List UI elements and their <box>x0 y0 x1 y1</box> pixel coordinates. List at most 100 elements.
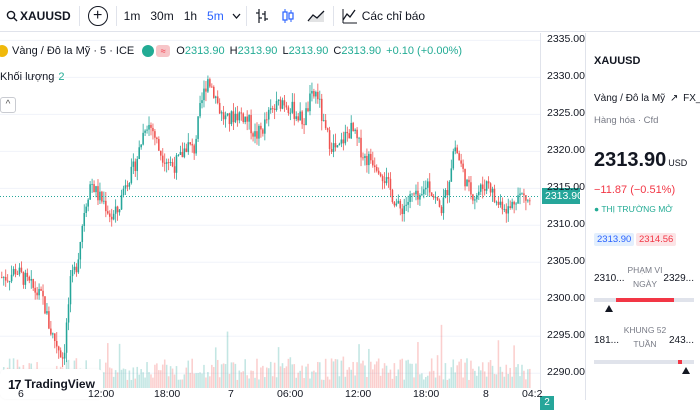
volume-bar <box>148 372 150 388</box>
candle <box>156 137 158 140</box>
volume-bar <box>154 364 156 388</box>
panel-exchange[interactable]: FX_IDC <box>683 93 700 104</box>
volume-bar <box>346 369 349 388</box>
volume-bar <box>156 363 158 388</box>
tradingview-watermark[interactable]: 17 TradingView <box>0 369 103 399</box>
candle <box>187 142 190 152</box>
candle <box>112 213 115 220</box>
volume-bar <box>513 345 515 388</box>
candle <box>238 112 241 121</box>
volume-bar <box>267 368 270 388</box>
candle <box>360 137 362 158</box>
candle <box>22 271 25 285</box>
chart-pane[interactable]: Vàng / Đô la Mỹ · 5 · ICE ≈ O2313.90 H23… <box>0 33 584 400</box>
ask-price[interactable]: 2314.56 <box>636 233 677 246</box>
volume-bar <box>195 373 197 388</box>
volume-bar <box>262 365 264 388</box>
price-chart[interactable] <box>0 33 540 388</box>
volume-bar <box>177 379 180 388</box>
volume-bar <box>413 377 415 388</box>
candle <box>205 88 207 92</box>
external-link-icon[interactable]: ↗ <box>669 93 679 104</box>
time-tick: 12:00 <box>345 388 372 400</box>
candle <box>425 187 427 190</box>
candle-style-button[interactable] <box>275 0 301 32</box>
symbol-search[interactable]: XAUUSD <box>0 0 77 32</box>
price-scale[interactable]: 2313.90 2335.00 2330.00 2325.00 2320.00 2315… <box>540 33 585 400</box>
compare-button[interactable] <box>301 0 331 32</box>
candle <box>266 119 268 121</box>
candle <box>142 132 144 145</box>
volume-bar <box>472 368 474 388</box>
volume-bar <box>438 375 441 388</box>
candle <box>311 91 313 94</box>
collapse-legend-button[interactable]: ^ <box>0 97 16 113</box>
volume-bar <box>515 367 517 388</box>
candle <box>20 267 23 272</box>
candle <box>67 304 70 323</box>
time-axis[interactable]: 6 12:00 18:00 7 06:00 12:00 18:00 8 04:2 <box>0 388 542 400</box>
timeframe-30m[interactable]: 30m <box>150 8 174 23</box>
candle <box>352 122 354 132</box>
volume-bar <box>185 367 188 388</box>
volume-bar <box>307 363 309 388</box>
volume-bar <box>297 372 299 388</box>
candle <box>97 186 99 201</box>
timeframe-1h[interactable]: 1h <box>183 8 198 23</box>
candle <box>277 99 280 101</box>
candle <box>454 147 457 152</box>
volume-bar <box>181 379 184 388</box>
candle <box>297 116 299 121</box>
volume-bar <box>269 361 272 388</box>
candle <box>169 162 172 163</box>
volume-bar <box>132 367 135 388</box>
add-symbol-button[interactable]: + <box>82 0 114 32</box>
candle <box>242 113 245 123</box>
candle <box>503 208 506 210</box>
bid-price[interactable]: 2313.90 <box>594 233 635 246</box>
volume-bar <box>499 366 502 388</box>
candle <box>150 124 152 128</box>
candle <box>211 86 213 88</box>
candle <box>222 112 225 120</box>
candle <box>485 181 488 191</box>
candle <box>136 158 139 172</box>
candle <box>144 130 146 133</box>
volume-bar <box>205 377 207 388</box>
candle <box>491 188 494 193</box>
candle <box>464 168 466 187</box>
candle <box>61 357 64 359</box>
chevron-up-icon: ^ <box>5 99 11 110</box>
timeframe-1m[interactable]: 1m <box>123 8 141 23</box>
volume-bar <box>354 375 356 388</box>
indicators-button[interactable]: Các chỉ báo <box>336 0 431 32</box>
panel-symbol[interactable]: XAUUSD <box>594 55 641 67</box>
candle <box>501 201 504 210</box>
volume-bar <box>344 376 347 388</box>
timeframe-dropdown[interactable] <box>229 0 244 32</box>
volume-bar <box>485 376 488 388</box>
volume-bar <box>470 360 472 388</box>
volume-bar <box>336 359 339 388</box>
candle <box>10 274 13 282</box>
candle <box>442 197 445 214</box>
candle <box>105 200 107 212</box>
volume-bar <box>114 370 117 388</box>
candle <box>391 189 394 203</box>
volume-bar <box>320 379 323 388</box>
volume-bar <box>234 363 237 388</box>
candle <box>295 116 298 119</box>
volume-bar <box>160 370 162 388</box>
candle <box>444 190 447 198</box>
volume-bar <box>440 324 443 388</box>
candle <box>509 206 511 208</box>
volume-bar <box>425 377 427 388</box>
bar-style-button[interactable] <box>249 0 275 32</box>
volume-bar <box>236 379 239 388</box>
candle <box>79 241 82 260</box>
volume-bar <box>403 379 405 388</box>
volume-bar <box>444 363 447 388</box>
market-open-icon <box>142 45 155 57</box>
timeframe-5m[interactable]: 5m <box>207 8 224 23</box>
time-tick: 12:00 <box>88 388 115 400</box>
